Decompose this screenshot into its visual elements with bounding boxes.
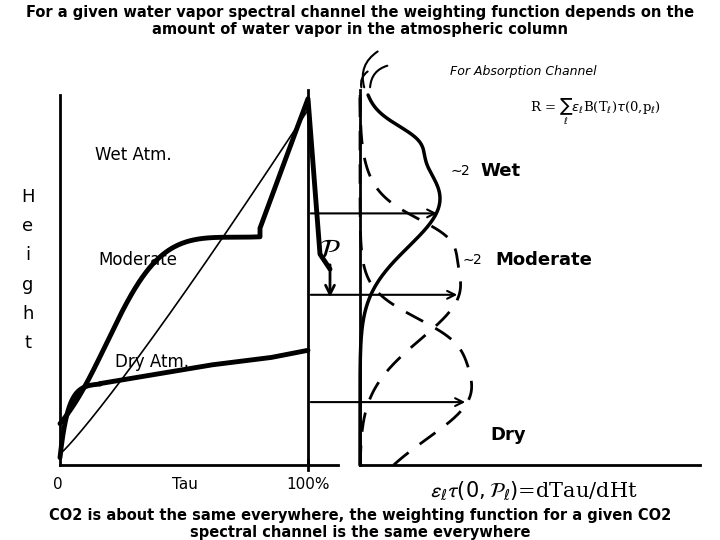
Text: $\sim\!\!2$: $\sim\!\!2$ [460, 253, 482, 267]
Text: $\mathcal{\epsilon}_\ell\mathcal{\tau}$$(0,\mathcal{P}_\ell)$=dTau/dHt: $\mathcal{\epsilon}_\ell\mathcal{\tau}$$… [430, 479, 638, 503]
Text: Dry Atm.: Dry Atm. [115, 353, 189, 371]
Text: R = $\sum_{\ell}$$\epsilon_{\ell}$B(T$_{\ell}$)$\tau$(0,p$_{\ell}$): R = $\sum_{\ell}$$\epsilon_{\ell}$B(T$_{… [530, 97, 661, 127]
Text: For a given water vapor spectral channel the weighting function depends on the
a: For a given water vapor spectral channel… [26, 5, 694, 37]
Text: 100%: 100% [287, 477, 330, 492]
Text: Dry: Dry [490, 427, 526, 444]
Text: Tau: Tau [172, 477, 198, 492]
Text: For Absorption Channel: For Absorption Channel [450, 65, 597, 78]
Text: $\sim\!\!2$: $\sim\!\!2$ [448, 164, 470, 178]
Text: 0: 0 [53, 477, 63, 492]
Text: CO2 is about the same everywhere, the weighting function for a given CO2
spectra: CO2 is about the same everywhere, the we… [49, 508, 671, 540]
Text: Wet: Wet [480, 163, 520, 180]
Text: Moderate: Moderate [495, 251, 592, 269]
Text: Moderate: Moderate [98, 251, 177, 269]
Text: H
e
i
g
h
t: H e i g h t [22, 188, 35, 352]
Text: $\mathcal{P}$: $\mathcal{P}$ [319, 237, 341, 264]
Text: Wet Atm.: Wet Atm. [95, 146, 171, 164]
